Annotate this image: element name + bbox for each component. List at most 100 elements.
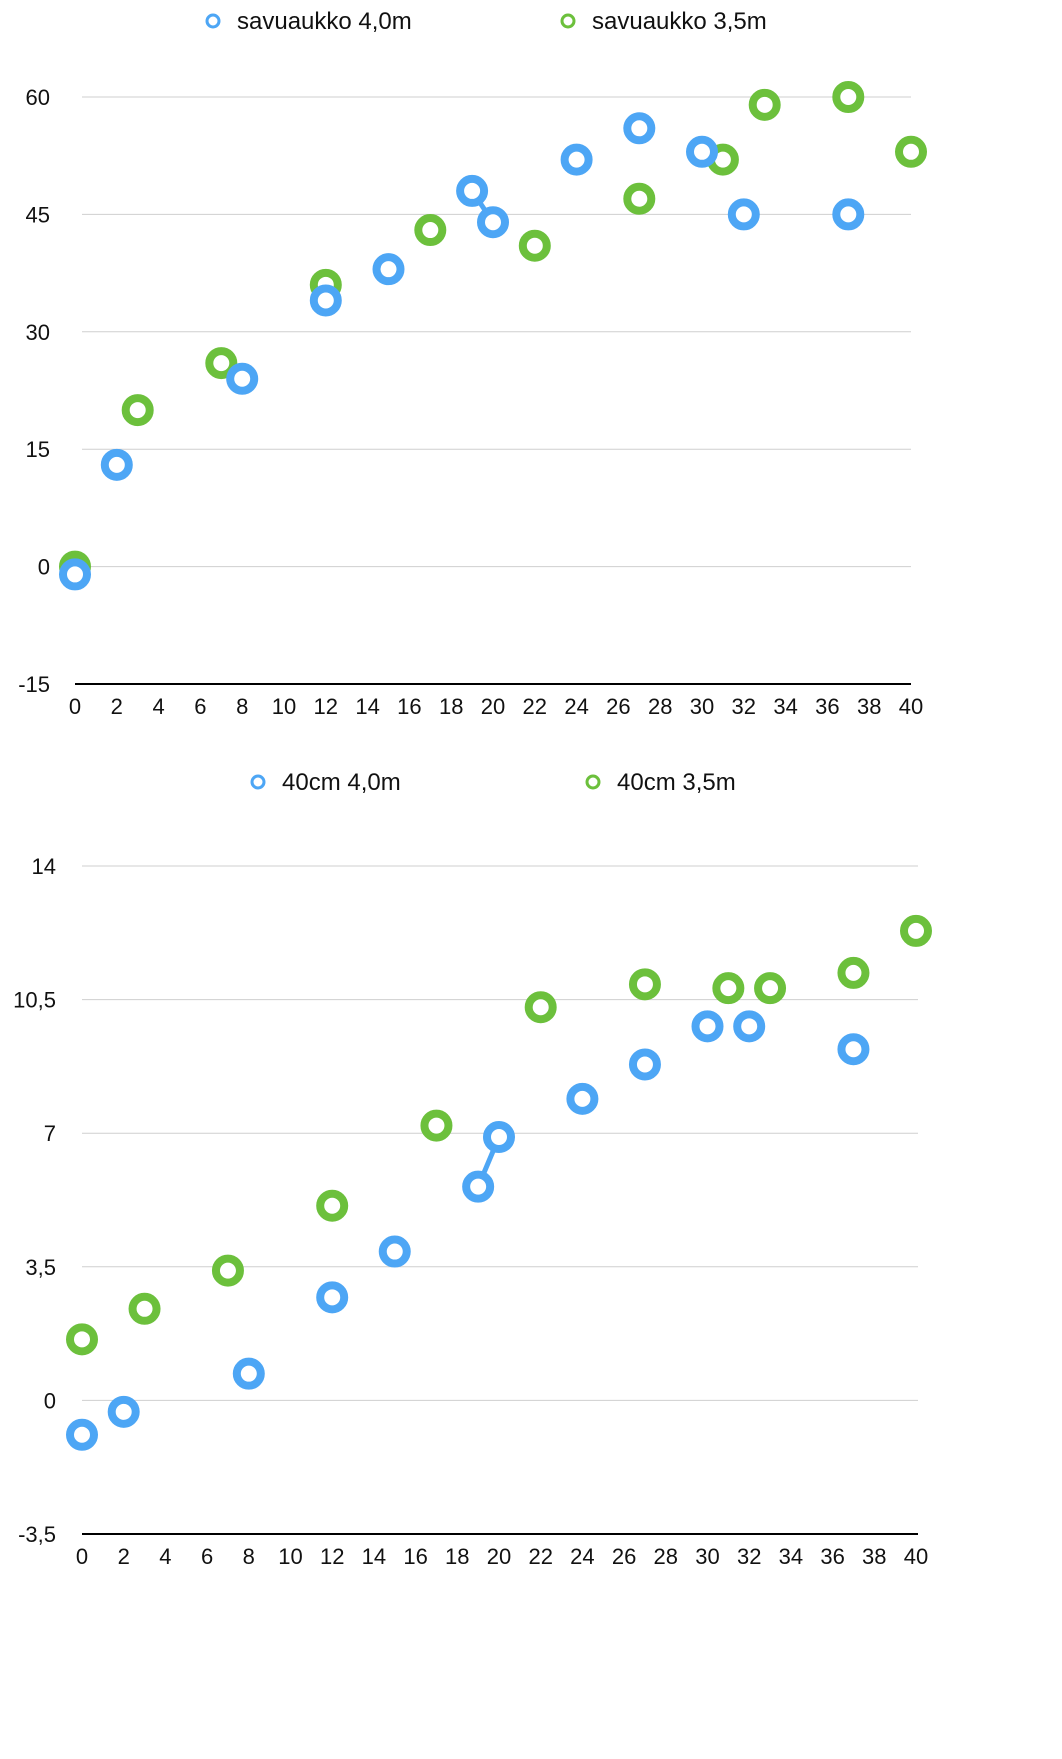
series-2-point [414,214,447,247]
series-2-point [895,135,927,168]
y-tick-label: -15 [18,672,50,697]
legend-label-1: 40cm 4,0m [282,769,401,796]
series-2-point [712,972,745,1005]
x-tick-label: 20 [481,694,505,719]
x-tick-label: 22 [528,1544,552,1569]
series-1-point [456,174,489,207]
y-tick-label: 30 [26,320,50,345]
x-tick-label: 14 [362,1544,386,1569]
series-1-point [686,135,718,168]
series-2-point [211,1254,244,1287]
series-1-point [560,143,593,176]
x-tick-label: 24 [570,1544,594,1569]
y-tick-label: 7 [44,1121,56,1146]
x-tick-label: 20 [487,1544,511,1569]
series-2-point [66,1323,98,1356]
series-1-point [628,1048,661,1081]
x-tick-label: 36 [820,1544,844,1569]
series-2-point [420,1109,453,1142]
legend-label-2: savuaukko 3,5m [592,8,767,35]
x-tick-label: 24 [564,694,588,719]
series-1-point [309,284,342,317]
x-tick-label: 40 [904,1544,928,1569]
x-tick-label: 0 [69,694,81,719]
series-1-point [727,198,760,231]
x-tick-label: 38 [857,694,881,719]
x-tick-label: 28 [654,1544,678,1569]
series-1-point [100,448,133,481]
chart-1: savuaukko 4,0m savuaukko 3,5m-15015304560… [18,8,927,719]
x-tick-label: 8 [236,694,248,719]
series-2-point [316,1189,349,1222]
x-tick-label: 30 [695,1544,719,1569]
series-2-point [628,968,661,1001]
series-2-point [518,229,551,262]
series-2-point [623,182,656,215]
x-tick-label: 10 [278,1544,302,1569]
series-2-point [900,914,932,947]
x-tick-label: 34 [779,1544,803,1569]
series-2-point [128,1292,161,1325]
series-1-point [477,206,509,239]
y-tick-label: 0 [38,555,50,580]
y-tick-label: 15 [26,437,50,462]
series-1-point [226,362,259,395]
x-tick-label: 16 [397,694,421,719]
legend-marker-2-icon [560,13,576,29]
series-2-point [524,991,557,1024]
x-tick-label: 28 [648,694,672,719]
x-tick-label: 18 [445,1544,469,1569]
x-tick-label: 32 [737,1544,761,1569]
series-1-point [66,1418,98,1451]
series-1-point [59,558,91,591]
series-1-point [378,1235,411,1268]
series-1-point [316,1281,349,1314]
x-tick-label: 40 [899,694,923,719]
x-tick-label: 8 [243,1544,255,1569]
x-tick-label: 30 [690,694,714,719]
y-tick-label: 60 [26,85,50,110]
y-tick-label: -3,5 [18,1522,56,1547]
series-1-point [107,1395,140,1428]
x-tick-label: 26 [612,1544,636,1569]
series-1-point [566,1082,599,1115]
x-tick-label: 14 [355,694,379,719]
series-1-point [372,253,405,286]
series-1-point [733,1010,766,1043]
y-tick-label: 10,5 [13,988,56,1013]
y-tick-label: 14 [32,854,56,879]
series-1-point [462,1170,495,1203]
series-1-point [483,1121,515,1154]
series-1-point [837,1033,870,1066]
x-tick-label: 2 [111,694,123,719]
legend-marker-2-icon [585,774,601,790]
x-tick-label: 6 [201,1544,213,1569]
x-tick-label: 36 [815,694,839,719]
series-2-point [121,394,154,427]
x-tick-label: 12 [320,1544,344,1569]
y-tick-label: 0 [44,1388,56,1413]
x-tick-label: 0 [76,1544,88,1569]
series-1-point [623,112,656,145]
x-tick-label: 32 [732,694,756,719]
series-2-point [205,347,238,380]
x-tick-label: 4 [152,694,164,719]
series-1-point [832,198,865,231]
x-tick-label: 34 [773,694,797,719]
legend-marker-1-icon [250,774,266,790]
series-2-point [837,956,870,989]
legend-label-2: 40cm 3,5m [617,769,736,796]
x-tick-label: 2 [118,1544,130,1569]
x-tick-label: 4 [159,1544,171,1569]
x-tick-label: 26 [606,694,630,719]
legend-marker-1-icon [205,13,221,29]
series-2-point [748,88,781,121]
x-tick-label: 22 [523,694,547,719]
x-tick-label: 38 [862,1544,886,1569]
x-tick-label: 12 [314,694,338,719]
x-tick-label: 10 [272,694,296,719]
legend-label-1: savuaukko 4,0m [237,8,412,35]
series-2-point [754,972,787,1005]
